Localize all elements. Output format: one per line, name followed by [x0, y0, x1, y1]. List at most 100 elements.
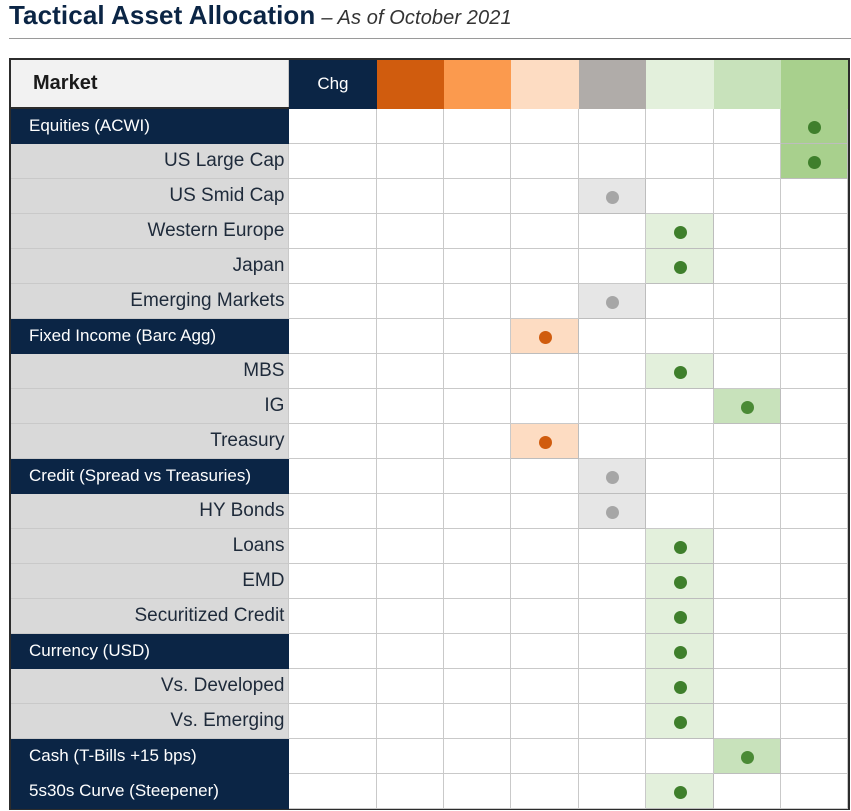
allocation-grid: Market Chg Equities (ACWI) US Large Cap US…	[9, 58, 850, 810]
allocation-cell	[645, 737, 715, 774]
allocation-cell	[713, 317, 782, 354]
allocation-cell	[780, 107, 848, 144]
allocation-cell	[510, 317, 580, 354]
allocation-cell	[510, 247, 580, 284]
allocation-cell	[713, 212, 782, 249]
allocation-cell	[645, 597, 715, 634]
position-dot-icon	[673, 260, 687, 274]
allocation-cell	[510, 212, 580, 249]
allocation-cell	[578, 317, 647, 354]
table-row: Vs. Emerging	[11, 702, 848, 739]
position-dot-icon	[808, 155, 821, 169]
allocation-cell	[645, 282, 715, 319]
market-label: Vs. Developed	[11, 667, 290, 704]
allocation-cell	[510, 492, 580, 529]
allocation-cell	[443, 597, 512, 634]
market-label: US Smid Cap	[11, 177, 290, 214]
table-row: US Large Cap	[11, 142, 848, 179]
allocation-cell	[645, 632, 715, 669]
position-dot-icon	[673, 715, 687, 729]
market-label: US Large Cap	[11, 142, 290, 179]
allocation-cell	[376, 772, 445, 809]
allocation-cell	[645, 142, 715, 179]
position-dot-icon	[673, 680, 687, 694]
table-row: Emerging Markets	[11, 282, 848, 319]
allocation-cell	[510, 527, 580, 564]
table-header-row: Market Chg	[11, 60, 848, 109]
chg-cell	[288, 527, 378, 564]
table-row: Equities (ACWI)	[11, 107, 848, 144]
allocation-cell	[780, 492, 848, 529]
allocation-cell	[443, 142, 512, 179]
allocation-cell	[645, 352, 715, 389]
position-dot-icon	[673, 225, 687, 239]
chg-cell	[288, 562, 378, 599]
page-title: Tactical Asset Allocation – As of October…	[9, 0, 512, 31]
allocation-cell	[376, 457, 445, 494]
allocation-cell	[713, 632, 782, 669]
allocation-cell	[713, 702, 782, 739]
allocation-cell	[645, 492, 715, 529]
chg-cell	[288, 247, 378, 284]
allocation-cell	[376, 107, 445, 144]
table-row: EMD	[11, 562, 848, 599]
table-row: Currency (USD)	[11, 632, 848, 669]
allocation-cell	[578, 177, 647, 214]
chg-cell	[288, 632, 378, 669]
allocation-cell	[578, 107, 647, 144]
allocation-cell	[376, 247, 445, 284]
scale-header-3	[510, 60, 580, 109]
allocation-cell	[780, 387, 848, 424]
category-label: Equities (ACWI)	[11, 107, 290, 144]
allocation-cell	[713, 492, 782, 529]
allocation-cell	[713, 527, 782, 564]
table-row: Loans	[11, 527, 848, 564]
allocation-cell	[578, 562, 647, 599]
category-label: Credit (Spread vs Treasuries)	[11, 457, 290, 494]
allocation-cell	[443, 562, 512, 599]
allocation-cell	[713, 352, 782, 389]
allocation-cell	[780, 247, 848, 284]
allocation-cell	[645, 387, 715, 424]
market-column-header: Market	[11, 60, 290, 109]
chg-cell	[288, 142, 378, 179]
allocation-cell	[510, 702, 580, 739]
allocation-cell	[780, 667, 848, 704]
table-body: Equities (ACWI) US Large Cap US Smid Cap We…	[11, 107, 848, 809]
allocation-cell	[713, 597, 782, 634]
allocation-cell	[645, 702, 715, 739]
allocation-cell	[780, 142, 848, 179]
allocation-cell	[713, 422, 782, 459]
allocation-cell	[645, 177, 715, 214]
table-row: Credit (Spread vs Treasuries)	[11, 457, 848, 494]
table-row: Cash (T-Bills +15 bps)	[11, 737, 848, 774]
allocation-cell	[510, 387, 580, 424]
position-dot-icon	[673, 575, 687, 589]
allocation-cell	[443, 632, 512, 669]
allocation-cell	[780, 317, 848, 354]
allocation-cell	[443, 352, 512, 389]
chg-cell	[288, 667, 378, 704]
allocation-table: Market Chg Equities (ACWI) US Large Cap US…	[11, 60, 848, 809]
position-dot-icon	[741, 400, 755, 414]
allocation-cell	[780, 212, 848, 249]
allocation-cell	[578, 352, 647, 389]
allocation-cell	[443, 492, 512, 529]
table-row: Securitized Credit	[11, 597, 848, 634]
allocation-cell	[510, 597, 580, 634]
allocation-cell	[510, 562, 580, 599]
chg-cell	[288, 177, 378, 214]
position-dot-icon	[606, 295, 620, 309]
allocation-cell	[713, 282, 782, 319]
chg-cell	[288, 457, 378, 494]
allocation-cell	[578, 282, 647, 319]
table-row: HY Bonds	[11, 492, 848, 529]
allocation-cell	[376, 352, 445, 389]
chg-cell	[288, 317, 378, 354]
table-row: US Smid Cap	[11, 177, 848, 214]
category-label: Cash (T-Bills +15 bps)	[11, 737, 290, 774]
position-dot-icon	[741, 750, 755, 764]
scale-header-5	[645, 60, 715, 109]
allocation-cell	[578, 212, 647, 249]
market-label: IG	[11, 387, 290, 424]
